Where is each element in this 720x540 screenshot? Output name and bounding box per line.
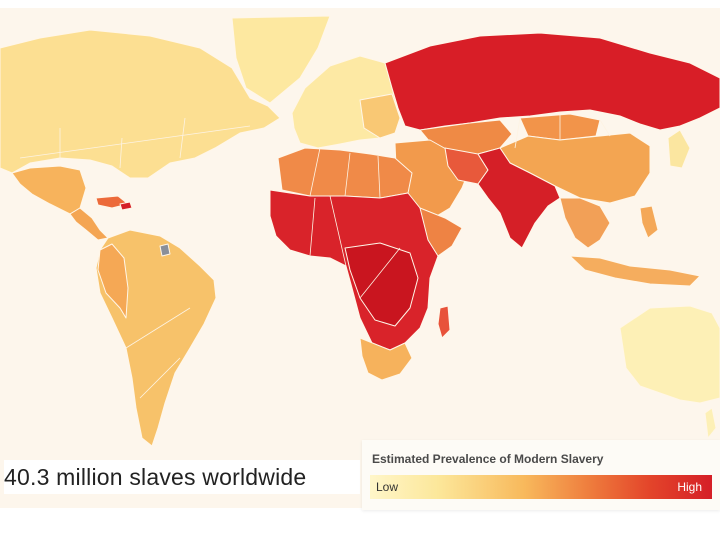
region-southern-africa <box>359 337 413 381</box>
region-central-africa <box>344 242 419 327</box>
region-indonesia <box>569 255 701 287</box>
world-map <box>0 8 720 508</box>
region-madagascar <box>437 305 451 339</box>
world-map-svg <box>0 15 720 447</box>
region-north-africa <box>277 147 413 199</box>
region-haiti <box>119 201 133 211</box>
legend-high-label: High <box>677 480 702 494</box>
region-eastern-europe <box>359 93 401 139</box>
region-australia <box>619 305 720 404</box>
legend: Estimated Prevalence of Modern Slavery L… <box>362 440 720 510</box>
region-southeast-asia <box>559 197 611 249</box>
legend-color-scale: Low High <box>370 475 712 499</box>
legend-title: Estimated Prevalence of Modern Slavery <box>372 452 604 466</box>
region-central-america <box>69 207 109 241</box>
region-philippines <box>639 205 659 239</box>
region-mexico <box>11 165 87 215</box>
region-greenland <box>231 15 331 104</box>
region-guiana <box>159 243 171 257</box>
region-south-asia <box>477 147 561 249</box>
region-horn-of-africa <box>419 207 463 257</box>
legend-low-label: Low <box>376 480 399 494</box>
region-andes <box>97 243 129 319</box>
region-japan <box>667 129 691 169</box>
region-north-america <box>0 29 281 179</box>
region-new-zealand <box>704 407 717 439</box>
caption-text: 40.3 million slaves worldwide <box>4 463 307 490</box>
caption-box: 40.3 million slaves worldwide <box>4 460 360 494</box>
